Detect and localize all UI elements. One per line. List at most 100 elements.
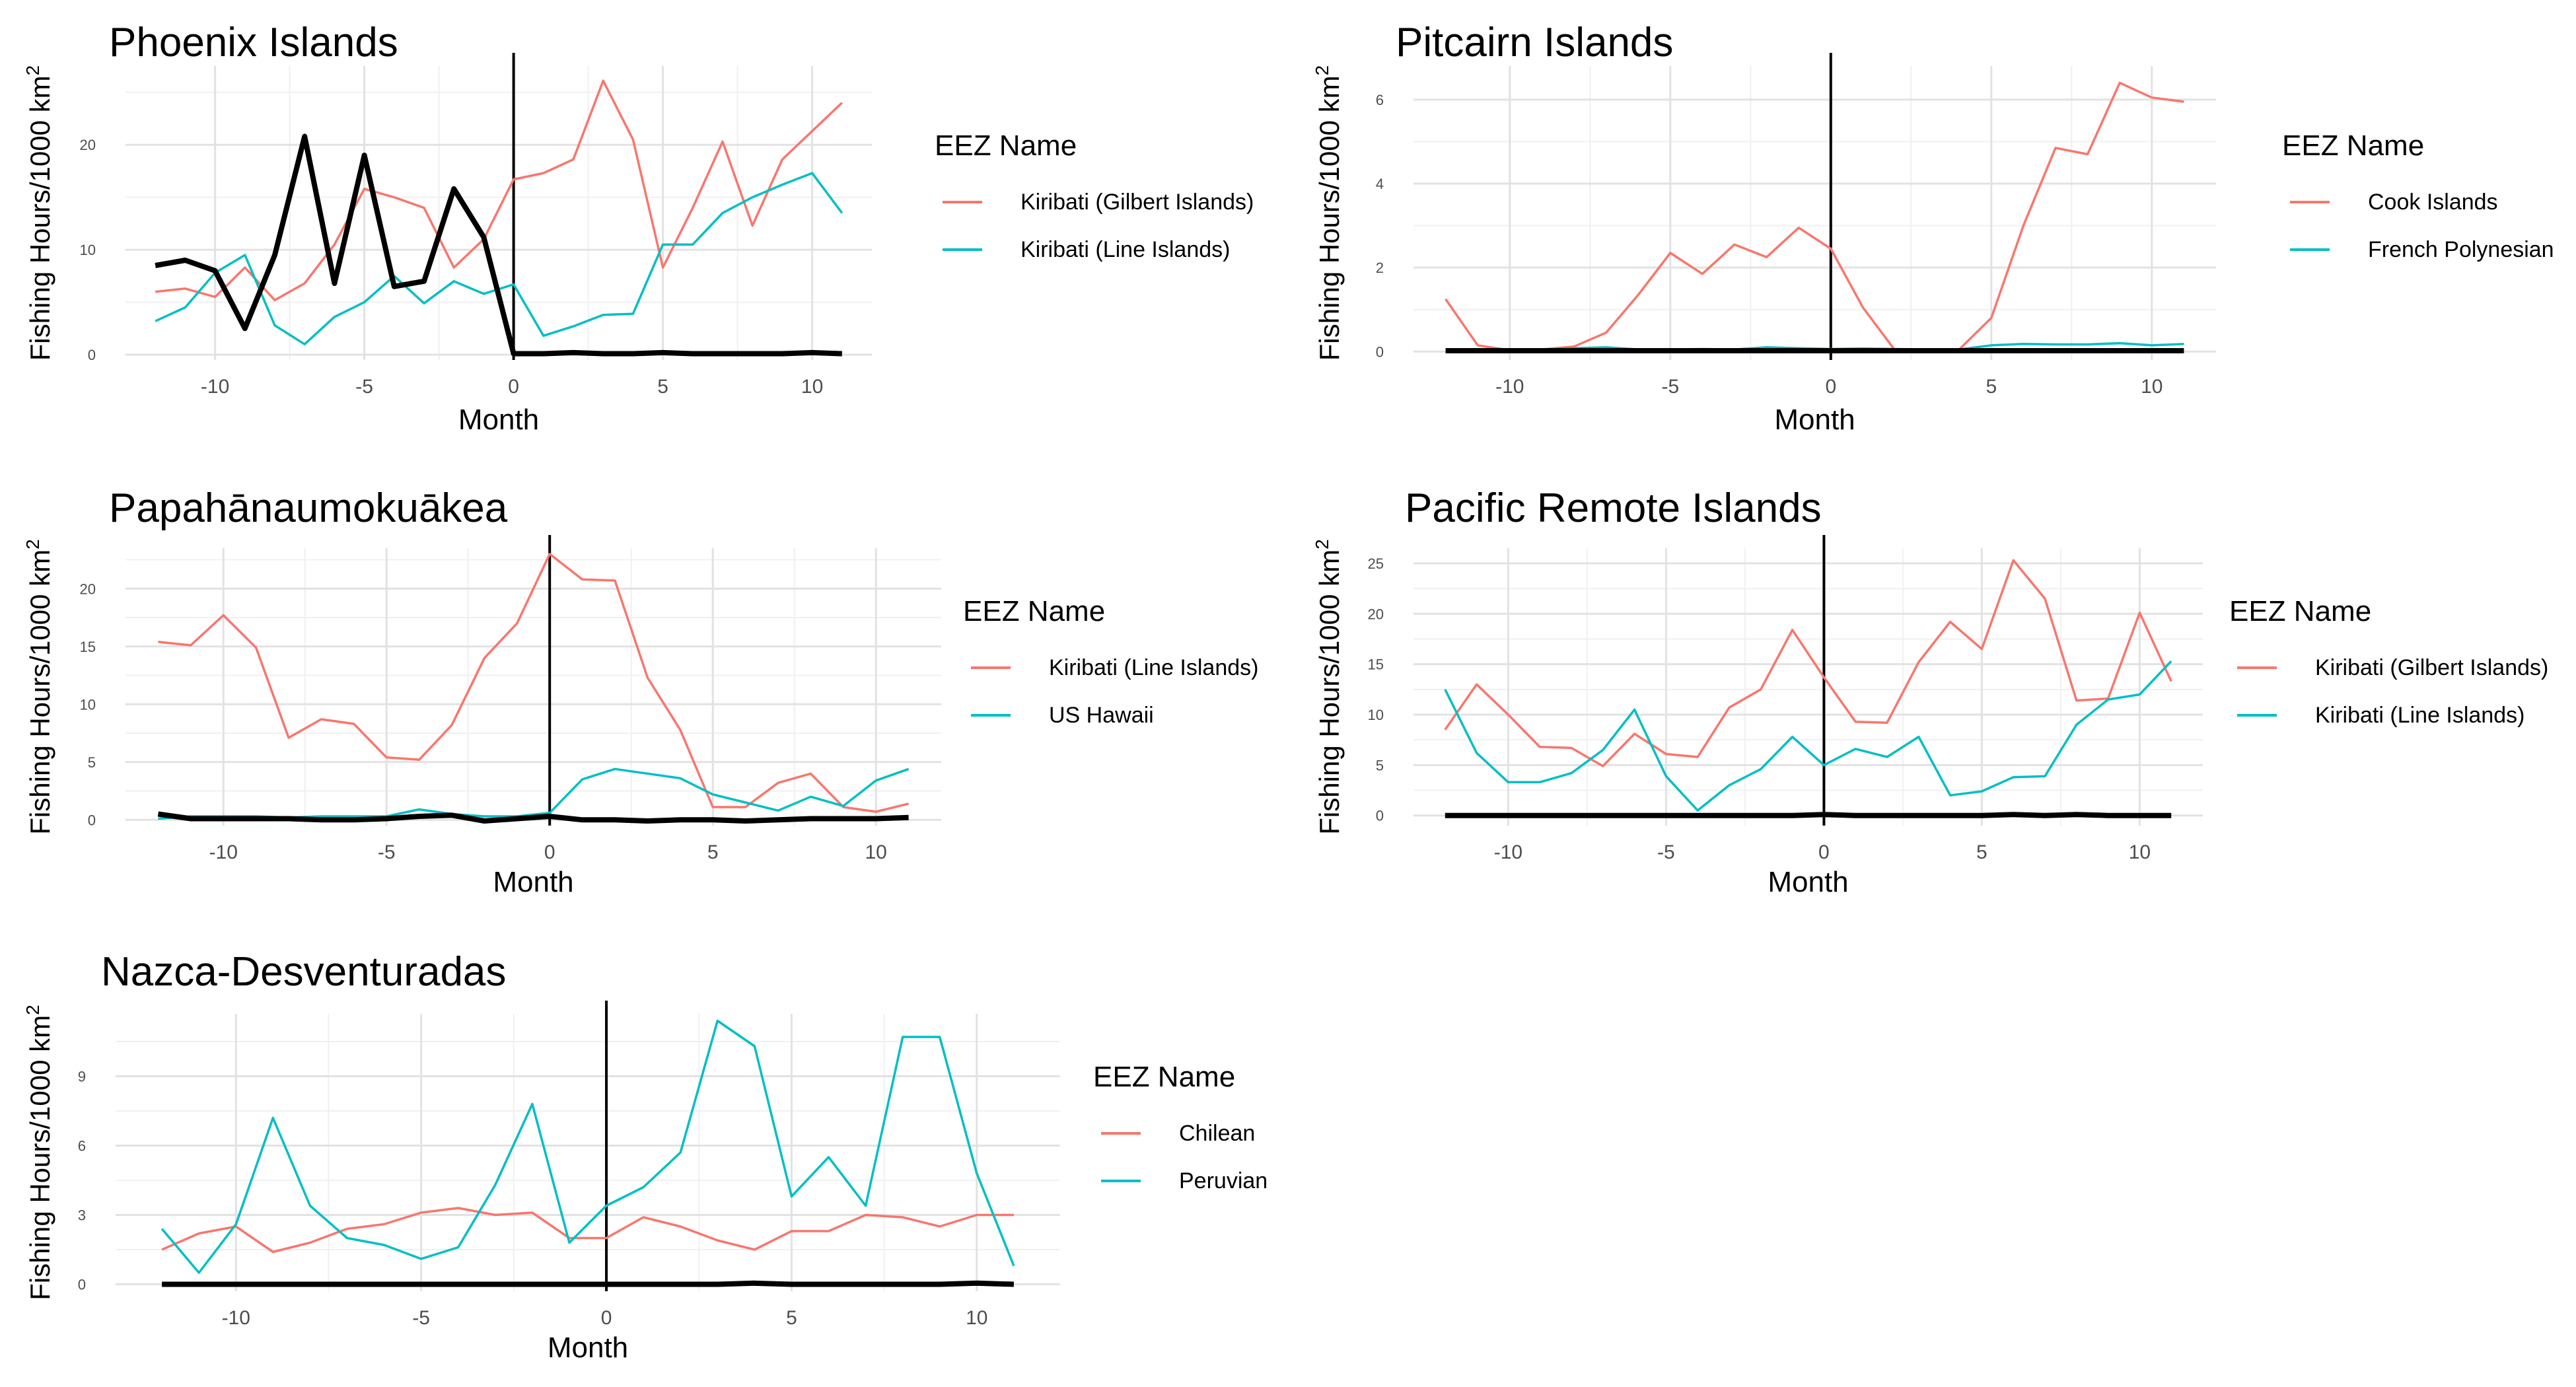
- y-tick-label: 0: [88, 812, 96, 828]
- y-axis-label-text: Fishing Hours/1000 km: [24, 550, 55, 835]
- legend: EEZ Name Kiribati (Line Islands) US Hawaii: [963, 595, 1258, 728]
- chart-panel: -10 -5 0 5 10 0 5 10 15 20 25 Pacific Remote Island…: [1312, 485, 2548, 898]
- y-axis-label: Fishing Hours/1000 km2: [1312, 65, 1345, 361]
- x-tick-label: 10: [2141, 376, 2163, 398]
- y-tick-label: 2: [1376, 260, 1384, 276]
- y-axis-label-text: Fishing Hours/1000 km: [1314, 75, 1345, 361]
- series-line-total: [162, 1280, 1015, 1287]
- chart-panel: -10 -5 0 5 10 0 5 10 15 20 Papahānaumokuākea Month F…: [22, 485, 1258, 898]
- chart-panel: -10 -5 0 5 10 0 10 20 Phoenix Islands Month Fishin…: [22, 20, 1254, 436]
- y-axis-label: Fishing Hours/1000 km2: [1312, 539, 1345, 834]
- series-line: [161, 1019, 1015, 1274]
- legend-label: US Hawaii: [1049, 703, 1154, 728]
- x-tick-label: -5: [378, 841, 396, 863]
- x-tick-label: 10: [966, 1307, 987, 1329]
- series-line: [1445, 81, 2184, 352]
- x-axis-label: Month: [1774, 404, 1855, 436]
- series-line: [155, 79, 843, 302]
- y-tick-label: 6: [78, 1138, 86, 1155]
- y-tick-label: 0: [1376, 343, 1384, 360]
- x-tick-label: -5: [355, 376, 373, 398]
- x-axis-label: Month: [1768, 866, 1848, 898]
- y-tick-label: 0: [78, 1277, 86, 1293]
- chart-title: Nazca-Desventuradas: [101, 949, 506, 995]
- x-tick-label: -10: [201, 376, 229, 398]
- y-tick-label: 4: [1376, 176, 1384, 192]
- legend-label: Kiribati (Gilbert Islands): [2315, 655, 2548, 680]
- chart-title: Papahānaumokuākea: [109, 485, 508, 531]
- series-line-total: [1445, 812, 2172, 818]
- y-axis-label-superscript: 2: [1312, 65, 1332, 76]
- legend-label: Cook Islands: [2368, 190, 2498, 215]
- x-tick-label: 0: [508, 376, 519, 398]
- y-axis-label-superscript: 2: [22, 65, 43, 76]
- y-axis-label-superscript: 2: [1312, 539, 1332, 550]
- x-tick-label: 5: [657, 376, 668, 398]
- legend: EEZ Name Chilean Peruvian: [1093, 1061, 1268, 1193]
- series-line: [155, 172, 843, 345]
- y-tick-label: 20: [80, 137, 96, 153]
- x-tick-label: 5: [1986, 376, 1997, 398]
- y-tick-label: 3: [78, 1207, 86, 1224]
- x-tick-label: 10: [801, 376, 823, 398]
- x-tick-label: -10: [222, 1307, 250, 1329]
- legend-title: EEZ Name: [935, 129, 1077, 162]
- y-tick-label: 9: [78, 1069, 86, 1085]
- y-tick-label: 0: [1376, 808, 1384, 824]
- y-tick-label: 25: [1368, 555, 1384, 572]
- y-axis-label-text: Fishing Hours/1000 km: [24, 1015, 55, 1300]
- x-axis-label: Month: [548, 1332, 628, 1364]
- y-tick-label: 10: [80, 696, 96, 713]
- y-axis-label: Fishing Hours/1000 km2: [22, 1005, 55, 1300]
- series-line: [158, 553, 910, 813]
- x-tick-label: 0: [1818, 841, 1830, 863]
- legend-title: EEZ Name: [1093, 1061, 1235, 1093]
- series-line: [158, 767, 910, 820]
- series-line: [1444, 559, 2172, 767]
- x-tick-label: 10: [2129, 841, 2151, 863]
- legend-label: French Polynesian: [2368, 237, 2554, 262]
- x-tick-label: -10: [209, 841, 238, 863]
- x-tick-label: 10: [865, 841, 887, 863]
- x-tick-label: 0: [1825, 376, 1836, 398]
- series-line-total: [155, 133, 842, 357]
- chart-title: Phoenix Islands: [109, 20, 398, 65]
- legend-label: Chilean: [1179, 1121, 1255, 1146]
- legend: EEZ Name Kiribati (Gilbert Islands) Kiriba…: [2229, 595, 2548, 728]
- y-tick-label: 10: [80, 242, 96, 258]
- legend-title: EEZ Name: [2282, 129, 2424, 162]
- legend-title: EEZ Name: [963, 595, 1105, 627]
- legend-title: EEZ Name: [2229, 595, 2371, 627]
- x-tick-label: 5: [786, 1307, 797, 1329]
- y-tick-label: 5: [1376, 757, 1384, 773]
- x-axis-label: Month: [493, 866, 573, 898]
- chart-panel: -10 -5 0 5 10 0 3 6 9 Nazca-Desventuradas Month Fis…: [22, 949, 1268, 1364]
- x-tick-label: 0: [544, 841, 555, 863]
- legend: EEZ Name Kiribati (Gilbert Islands) Kiriba…: [935, 129, 1254, 262]
- y-tick-label: 6: [1376, 92, 1384, 108]
- x-tick-label: -5: [1661, 376, 1679, 398]
- y-axis-label: Fishing Hours/1000 km2: [22, 539, 55, 834]
- chart-title: Pacific Remote Islands: [1405, 485, 1822, 531]
- y-tick-label: 20: [80, 581, 96, 597]
- legend-label: Kiribati (Line Islands): [2315, 703, 2524, 728]
- x-axis-label: Month: [458, 404, 539, 436]
- chart-title: Pitcairn Islands: [1396, 20, 1673, 65]
- series-line-total: [157, 811, 909, 824]
- x-tick-label: -10: [1495, 376, 1524, 398]
- legend-label: Kiribati (Line Islands): [1020, 237, 1230, 262]
- x-tick-label: -5: [412, 1307, 430, 1329]
- x-tick-label: 5: [1976, 841, 1987, 863]
- chart-panel: -10 -5 0 5 10 0 2 4 6 Pitcairn Islands Month Fishin…: [1312, 20, 2554, 436]
- y-tick-label: 10: [1368, 707, 1384, 723]
- y-tick-label: 15: [80, 639, 96, 655]
- x-tick-label: -5: [1657, 841, 1675, 863]
- y-axis-label: Fishing Hours/1000 km2: [22, 65, 55, 361]
- legend: EEZ Name Cook Islands French Polynesian: [2282, 129, 2554, 262]
- y-axis-label-superscript: 2: [22, 1005, 43, 1015]
- x-tick-label: 0: [601, 1307, 612, 1329]
- y-axis-label-superscript: 2: [22, 539, 43, 550]
- y-axis-label-text: Fishing Hours/1000 km: [1314, 550, 1345, 835]
- legend-label: Peruvian: [1179, 1168, 1268, 1193]
